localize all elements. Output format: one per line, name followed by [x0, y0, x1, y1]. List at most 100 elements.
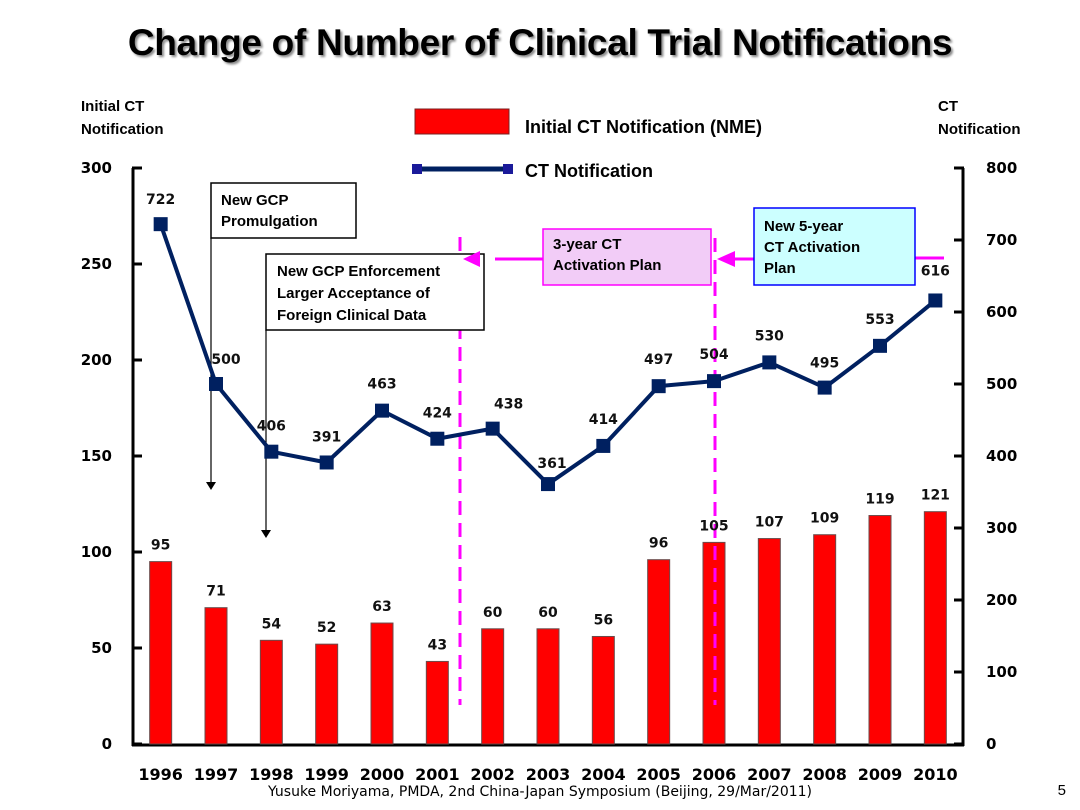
- y-right-tick-label: 300: [986, 519, 1017, 537]
- x-tick-label: 2001: [415, 765, 460, 784]
- x-tick-label: 2010: [913, 765, 958, 784]
- annotation-text: New GCP Enforcement: [277, 263, 440, 280]
- bar: [259, 639, 283, 745]
- x-tick-label: 2000: [360, 765, 405, 784]
- y-right-tick-label: 0: [986, 735, 996, 753]
- bar-data-label: 121: [921, 488, 950, 504]
- x-tick-label: 2004: [581, 765, 626, 784]
- bar-data-label: 56: [594, 612, 613, 628]
- annotation-text: New GCP: [221, 192, 289, 209]
- bar: [481, 628, 505, 745]
- arrow-head-icon: [261, 530, 271, 538]
- line-marker: [651, 379, 666, 394]
- bar-data-label: 43: [428, 637, 447, 653]
- y-left-title-line2: Notification: [81, 121, 164, 138]
- line-data-label: 553: [865, 312, 894, 328]
- bar: [370, 622, 394, 745]
- bar-data-label: 63: [372, 599, 391, 615]
- x-tick-label: 1999: [304, 765, 349, 784]
- annotation-text: Larger Acceptance of: [277, 285, 431, 302]
- arrow-left-icon: [717, 251, 735, 267]
- legend-marker-left: [412, 164, 422, 174]
- line-marker: [375, 403, 389, 418]
- y-right-title-line2: Notification: [938, 121, 1021, 138]
- bar: [923, 511, 947, 745]
- y-right-tick-label: 800: [986, 159, 1017, 177]
- y-left-tick-label: 100: [81, 543, 112, 561]
- bar-data-label: 96: [649, 536, 668, 552]
- y-left-tick-label: 150: [81, 447, 112, 465]
- y-right-tick-label: 700: [986, 231, 1017, 249]
- x-tick-label: 2002: [470, 765, 515, 784]
- bar-data-label: 109: [810, 511, 839, 527]
- annotation-text: Activation Plan: [553, 257, 661, 274]
- bar-data-label: 119: [865, 492, 894, 508]
- line-data-label: 406: [257, 419, 286, 435]
- line-marker: [596, 438, 611, 453]
- bar: [425, 660, 449, 745]
- line-marker: [707, 374, 721, 389]
- bar-data-label: 95: [151, 538, 170, 554]
- x-tick-label: 1996: [138, 765, 183, 784]
- annotation-box-five-year-plan: [753, 207, 916, 286]
- line-marker: [817, 380, 832, 395]
- line-marker: [319, 455, 334, 470]
- line-data-label: 414: [589, 412, 618, 428]
- line-data-label: 722: [146, 192, 175, 208]
- line-marker: [485, 421, 500, 436]
- line-marker: [209, 377, 223, 391]
- y-right-tick-label: 100: [986, 663, 1017, 681]
- bar: [813, 534, 837, 745]
- legend-label-bars: Initial CT Notification (NME): [525, 117, 762, 137]
- y-left-title-line1: Initial CT: [81, 98, 144, 115]
- y-right-title-line1: CT: [938, 98, 958, 115]
- legend-label-line: CT Notification: [525, 161, 653, 181]
- line-data-label: 495: [810, 356, 839, 372]
- legend-marker-right: [503, 164, 513, 174]
- legend: Initial CT Notification (NME) CT Notific…: [412, 108, 762, 181]
- bar-data-label: 105: [699, 518, 728, 534]
- line-marker: [541, 477, 555, 492]
- x-tick-label: 2008: [802, 765, 847, 784]
- bar: [536, 628, 560, 745]
- bar-data-label: 107: [755, 515, 784, 531]
- y-right-tick-label: 500: [986, 375, 1017, 393]
- bar: [868, 515, 892, 745]
- line-data-label: 616: [921, 263, 950, 279]
- line-data-label: 530: [755, 328, 784, 344]
- line-marker: [928, 293, 943, 308]
- annotation-text: Foreign Clinical Data: [277, 307, 427, 324]
- x-tick-label: 2003: [526, 765, 571, 784]
- annotation-text: 3-year CT: [553, 236, 621, 253]
- line-data-label: 391: [312, 429, 341, 445]
- annotation-box-gcp-promulgation: [210, 182, 357, 239]
- line-data-label: 463: [367, 377, 396, 393]
- slide-title: Change of Number of Clinical Trial Notif…: [127, 22, 953, 63]
- y-left-tick-label: 300: [81, 159, 112, 177]
- line-data-label: 497: [644, 352, 673, 368]
- bar: [757, 538, 781, 745]
- bar: [149, 561, 173, 745]
- y-left-tick-label: 250: [81, 255, 112, 273]
- y-right-tick-label: 600: [986, 303, 1017, 321]
- annotation-text: Plan: [764, 260, 796, 277]
- x-tick-label: 1997: [194, 765, 239, 784]
- line-data-label: 438: [494, 397, 523, 413]
- y-left-tick-label: 50: [91, 639, 112, 657]
- x-tick-label: 2009: [858, 765, 903, 784]
- arrow-head-icon: [206, 482, 216, 490]
- bar-data-label: 71: [206, 584, 225, 600]
- line-data-label: 504: [699, 347, 728, 363]
- line-data-label: 500: [211, 352, 240, 368]
- annotation-text: CT Activation: [764, 239, 860, 256]
- line-marker: [873, 338, 887, 353]
- bar: [315, 643, 339, 745]
- line-marker: [153, 217, 168, 232]
- bar: [647, 559, 671, 745]
- page-number: 5: [1057, 782, 1066, 799]
- annotation-text: New 5-year: [764, 218, 843, 235]
- annotation-box-gcp-enforcement: [265, 253, 485, 331]
- bar-data-label: 52: [317, 620, 336, 636]
- line-marker: [430, 431, 445, 446]
